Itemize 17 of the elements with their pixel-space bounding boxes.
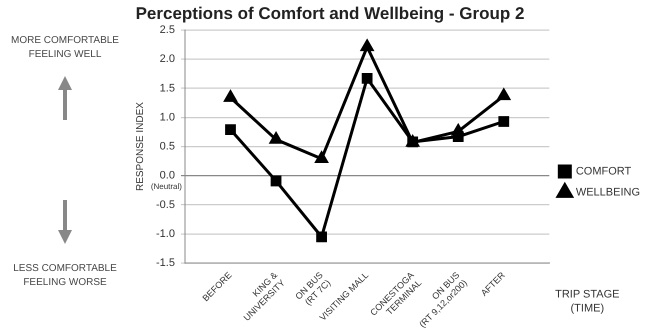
y-tick-label: 1.0 (160, 111, 175, 124)
text: (Neutral) (150, 182, 182, 191)
y-tick-label: -1.0 (156, 228, 175, 240)
y-tick-label: 0.5 (160, 140, 175, 153)
y-tick-label: 2.5 (160, 24, 175, 36)
chart-title: Perceptions of Comfort and Wellbeing - Group 2 (136, 4, 524, 24)
y-axis-title: RESPONSE INDEX (134, 102, 146, 192)
y-tick-label: 2.0 (160, 53, 175, 66)
legend-label: COMFORT (576, 166, 632, 178)
x-axis-title: TRIP STAGE (TIME) (555, 288, 620, 315)
text: LESS COMFORTABLE FEELING WORSE (12, 262, 118, 290)
y-tick-label: 0.0 (160, 170, 175, 182)
legend-label: WELLBEING (576, 186, 640, 199)
y-tick-label: -1.5 (156, 257, 175, 270)
y-tick-label: 1.5 (160, 82, 175, 94)
text: MORE COMFORTABLE FEELING WELL (10, 34, 120, 62)
y-tick-label: -0.5 (156, 198, 175, 211)
